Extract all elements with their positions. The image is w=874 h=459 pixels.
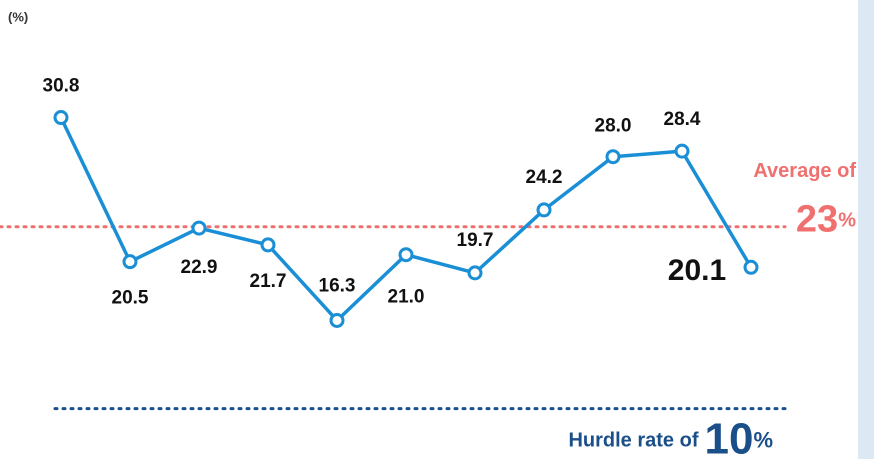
- point: [398, 247, 414, 263]
- side-panel: [858, 0, 874, 459]
- point: [53, 110, 69, 126]
- data-label: 16.3: [319, 275, 356, 296]
- data-label: 20.1: [668, 254, 726, 287]
- point: [122, 254, 138, 270]
- data-label: 22.9: [181, 257, 218, 278]
- data-label: 21.0: [388, 287, 425, 308]
- data-label: 30.8: [43, 76, 80, 97]
- reference-unit: %: [838, 210, 856, 232]
- point: [674, 143, 690, 159]
- reference-unit: %: [753, 427, 773, 452]
- data-label: 21.7: [250, 271, 287, 292]
- point: [743, 259, 759, 275]
- reference-value: 23: [796, 199, 838, 241]
- reference-label: 23%: [796, 199, 856, 241]
- point: [467, 265, 483, 281]
- y-axis-label: (%): [8, 9, 28, 24]
- point: [260, 237, 276, 253]
- data-label: 19.7: [457, 230, 494, 251]
- data-label: 28.4: [664, 109, 701, 130]
- point: [536, 202, 552, 218]
- reference-value: 10: [704, 414, 753, 459]
- data-label: 28.0: [595, 116, 632, 137]
- point: [605, 149, 621, 165]
- point: [191, 220, 207, 236]
- point: [329, 312, 345, 328]
- reference-label: Hurdle rate of 10%: [568, 414, 773, 459]
- data-label: 20.5: [112, 288, 149, 309]
- data-label: 24.2: [526, 167, 563, 188]
- reference-text: Average of: [753, 160, 856, 182]
- reference-text: Hurdle rate of: [568, 430, 698, 452]
